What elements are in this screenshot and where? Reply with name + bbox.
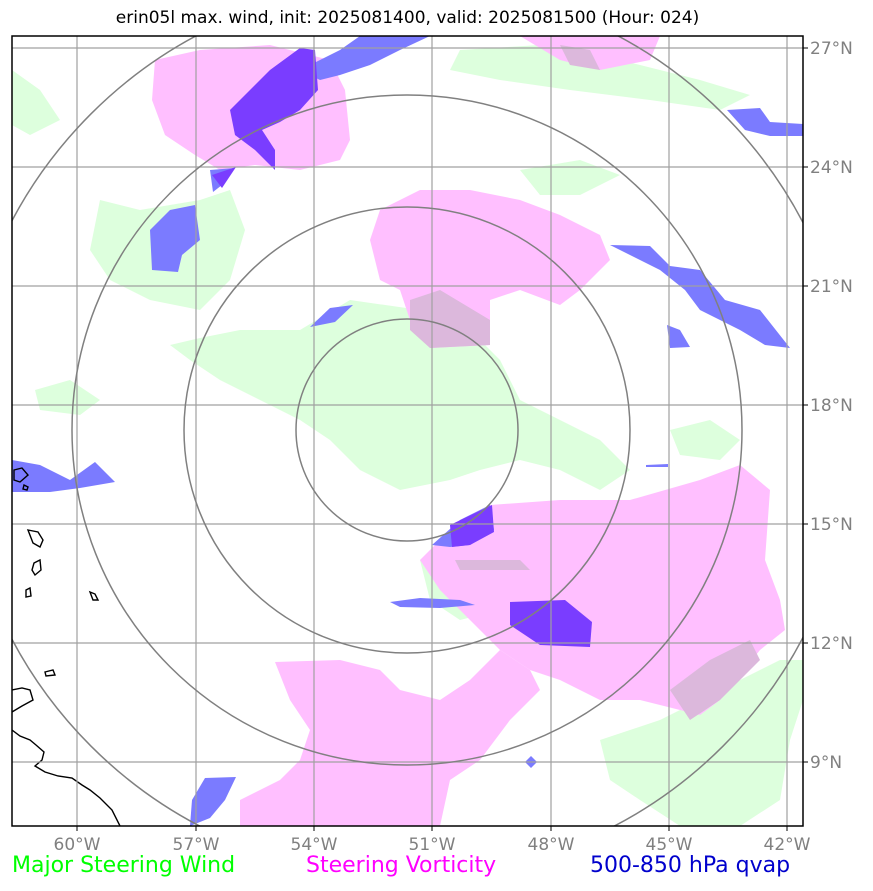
coastline-island-1 (13, 467, 29, 483)
legend-qvap: 500-850 hPa qvap (590, 853, 791, 878)
lat-label: 12°N (810, 634, 853, 654)
qvap-field-east-band (610, 245, 790, 348)
coastline-island-4 (31, 558, 42, 577)
graticule (12, 36, 803, 826)
overlap-field-north (410, 290, 490, 348)
coastline-island-5 (25, 586, 32, 598)
range-ring-3 (71, 94, 743, 766)
overlap-field-northeast (560, 45, 600, 70)
qvap-field-northeast (727, 108, 803, 136)
wind-field-northwest (12, 70, 60, 135)
wind-field-left (35, 380, 100, 415)
overlap-field-south (455, 560, 530, 570)
overlap-fields (410, 45, 760, 720)
lon-label: 60°W (54, 835, 101, 855)
lat-label: 27°N (810, 39, 853, 59)
coastline-southamerica (12, 687, 121, 826)
plot-area (12, 36, 803, 826)
lon-label: 57°W (173, 835, 220, 855)
qvap-field-north (300, 36, 430, 80)
lat-label: 18°N (810, 396, 853, 416)
coastlines (12, 467, 121, 826)
legend-steering-wind: Major Steering Wind (12, 853, 236, 878)
lat-label: 21°N (810, 277, 853, 297)
wind-field-north (450, 45, 750, 110)
plot-frame (11, 35, 804, 827)
vorticity-field-southeast (420, 465, 785, 715)
tick-marks (76, 47, 808, 831)
coastline-island-2 (22, 483, 29, 491)
map-title: erin05l max. wind, init: 2025081400, val… (115, 8, 700, 28)
qvap-field-small-1 (310, 305, 353, 327)
overlap-field-southeast (670, 640, 760, 720)
legend-steering-vorticity: Steering Vorticity (306, 853, 497, 878)
qvap-strong-center (450, 505, 494, 547)
lon-label: 51°W (409, 835, 456, 855)
coastline-island-6 (88, 590, 100, 601)
vorticity-field-south (240, 650, 540, 826)
lon-label: 54°W (291, 835, 338, 855)
range-ring-2 (183, 206, 631, 654)
wind-field-mid-east (520, 160, 620, 195)
lat-label: 15°N (810, 515, 853, 535)
lat-label: 9°N (810, 753, 842, 773)
lon-label: 48°W (528, 835, 575, 855)
qvap-field-dot-2 (646, 464, 668, 467)
lat-tick-labels: 27°N 24°N 21°N 18°N 15°N 12°N 9°N (810, 39, 853, 773)
qvap-field-west (150, 205, 200, 272)
qvap-field-southwest (190, 777, 236, 826)
qvap-strong-north (230, 48, 318, 170)
wind-field-central (170, 300, 630, 490)
qvap-strong-northwest (212, 167, 236, 188)
coastline-island-7 (44, 669, 56, 677)
wind-field-east (670, 420, 740, 460)
qvap-field-east-small (667, 325, 690, 348)
lat-label: 24°N (810, 158, 853, 178)
lon-tick-labels: 60°W 57°W 54°W 51°W 48°W 45°W 42°W (54, 835, 811, 855)
qvap-field-left (12, 460, 115, 492)
lon-label: 42°W (764, 835, 811, 855)
lon-label: 45°W (646, 835, 693, 855)
coastline-island-3 (26, 529, 44, 548)
range-ring-1 (295, 318, 519, 542)
range-rings (12, 36, 803, 826)
wind-field-southeast (600, 660, 803, 826)
